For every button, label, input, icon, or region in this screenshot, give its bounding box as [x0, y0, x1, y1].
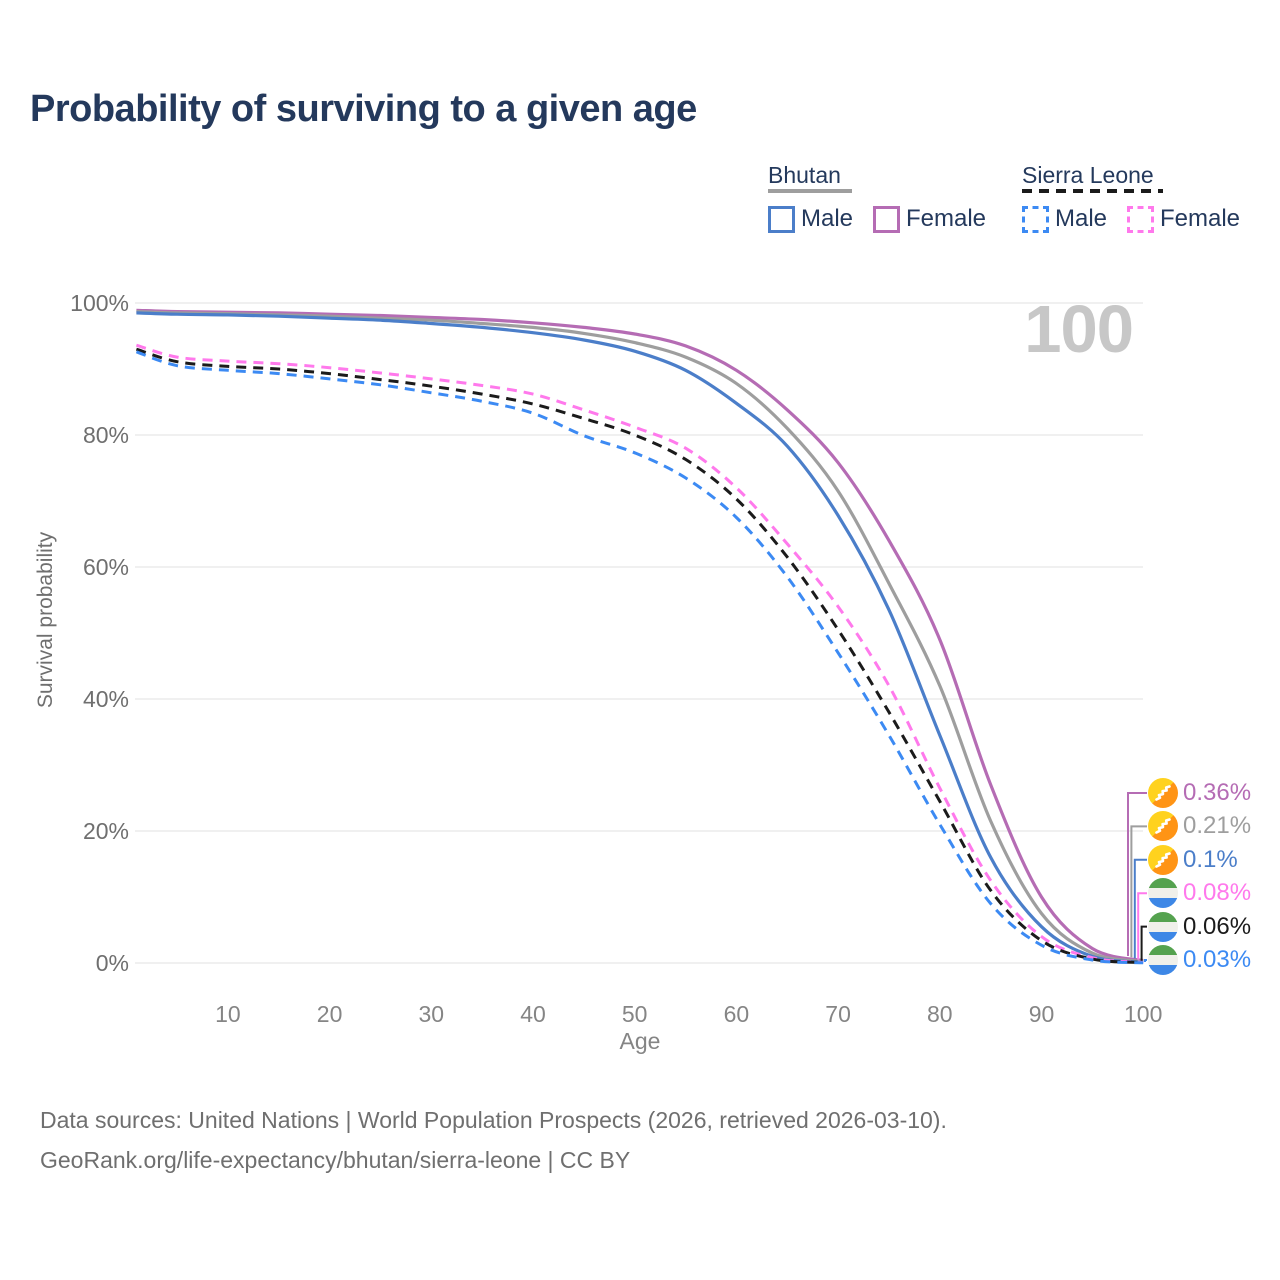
x-tick-label: 10 — [215, 1001, 241, 1027]
legend-line-sample-sierra-leone — [1022, 189, 1163, 193]
x-tick-label: 60 — [724, 1001, 750, 1027]
legend-item-label: Female — [1160, 205, 1241, 232]
end-label-connector — [1137, 892, 1147, 960]
end-value: 0.21% — [1183, 812, 1252, 840]
sierra-leone-male-swatch-icon — [1022, 205, 1049, 233]
end-label-connector — [1133, 858, 1147, 959]
legend-item-label: Male — [1055, 205, 1108, 232]
end-label-connector — [1127, 792, 1147, 956]
line-end-label-sierra-leone-male: 0.03% — [1148, 944, 1251, 976]
series-line-sierra-leone-male[interactable] — [135, 350, 1144, 965]
end-value: 0.08% — [1183, 879, 1252, 907]
x-axis-title: Age — [619, 1028, 661, 1054]
hovered-age-watermark: 100 — [1024, 292, 1134, 367]
end-value: 0.03% — [1183, 946, 1252, 973]
end-value: 0.36% — [1183, 779, 1252, 806]
sierra-leone-female-swatch-icon — [1127, 205, 1154, 233]
line-end-label-sierra-leone-female: 0.08% — [1148, 877, 1251, 909]
sierra-leone-flag-icon — [1148, 911, 1178, 942]
end-value: 0.06% — [1183, 912, 1252, 940]
sierra-leone-flag-icon — [1148, 945, 1178, 975]
y-tick-label: 60% — [83, 554, 129, 580]
legend-item-bhutan-female[interactable]: Female — [873, 205, 986, 233]
page-title: Probability of surviving to a given age — [30, 88, 697, 130]
legend-country-bhutan: Bhutan — [768, 162, 841, 188]
legend-item-sierra-leone-male[interactable]: Male — [1022, 205, 1107, 233]
attribution-note: GeoRank.org/life-expectancy/bhutan/sierr… — [40, 1147, 631, 1173]
x-tick-label: 90 — [1029, 1001, 1055, 1027]
x-tick-label: 40 — [520, 1001, 546, 1027]
y-tick-label: 20% — [83, 818, 129, 844]
bhutan-male-swatch-icon — [768, 205, 795, 233]
series-line-bhutan-female[interactable] — [136, 308, 1144, 963]
y-tick-label: 100% — [70, 290, 129, 316]
bhutan-flag-icon — [1148, 844, 1178, 875]
x-tick-label: 70 — [825, 1001, 851, 1027]
series-line-sierra-leone-female[interactable] — [135, 343, 1144, 964]
y-tick-label: 40% — [83, 686, 129, 712]
end-label-connector — [1130, 825, 1147, 958]
legend-line-sample-bhutan — [768, 189, 852, 193]
series-line-bhutan-male[interactable] — [136, 311, 1144, 964]
y-axis-title: Survival probability — [34, 531, 57, 709]
legend-country-sierra-leone: Sierra Leone — [1022, 162, 1154, 188]
legend-item-bhutan-male[interactable]: Male — [768, 205, 853, 233]
x-tick-label: 50 — [622, 1001, 648, 1027]
end-value: 0.1% — [1183, 845, 1238, 873]
data-source-note: Data sources: United Nations | World Pop… — [40, 1107, 947, 1133]
line-end-label-sierra-leone-both: 0.06% — [1148, 911, 1251, 943]
x-tick-label: 80 — [927, 1001, 953, 1027]
line-end-label-bhutan-both: 0.21% — [1148, 810, 1251, 842]
end-label-connector — [1140, 925, 1147, 961]
series-line-bhutan-both-sexes[interactable] — [136, 310, 1144, 964]
y-tick-label: 0% — [96, 950, 129, 976]
series-line-sierra-leone-both-sexes[interactable] — [135, 347, 1144, 965]
legend-item-sierra-leone-female[interactable]: Female — [1127, 205, 1240, 233]
legend-item-label: Male — [801, 205, 854, 232]
end-label-connector — [1144, 959, 1147, 962]
bhutan-flag-icon — [1148, 811, 1178, 842]
line-end-label-bhutan-male: 0.1% — [1148, 844, 1238, 876]
x-tick-label: 30 — [419, 1001, 445, 1027]
x-tick-label: 100 — [1124, 1001, 1162, 1027]
sierra-leone-flag-icon — [1148, 878, 1178, 909]
x-tick-label: 20 — [317, 1001, 343, 1027]
y-tick-label: 80% — [83, 422, 129, 448]
line-end-label-bhutan-female: 0.36% — [1148, 777, 1251, 809]
bhutan-flag-icon — [1148, 778, 1178, 808]
bhutan-female-swatch-icon — [873, 205, 900, 233]
legend-item-label: Female — [906, 205, 987, 232]
